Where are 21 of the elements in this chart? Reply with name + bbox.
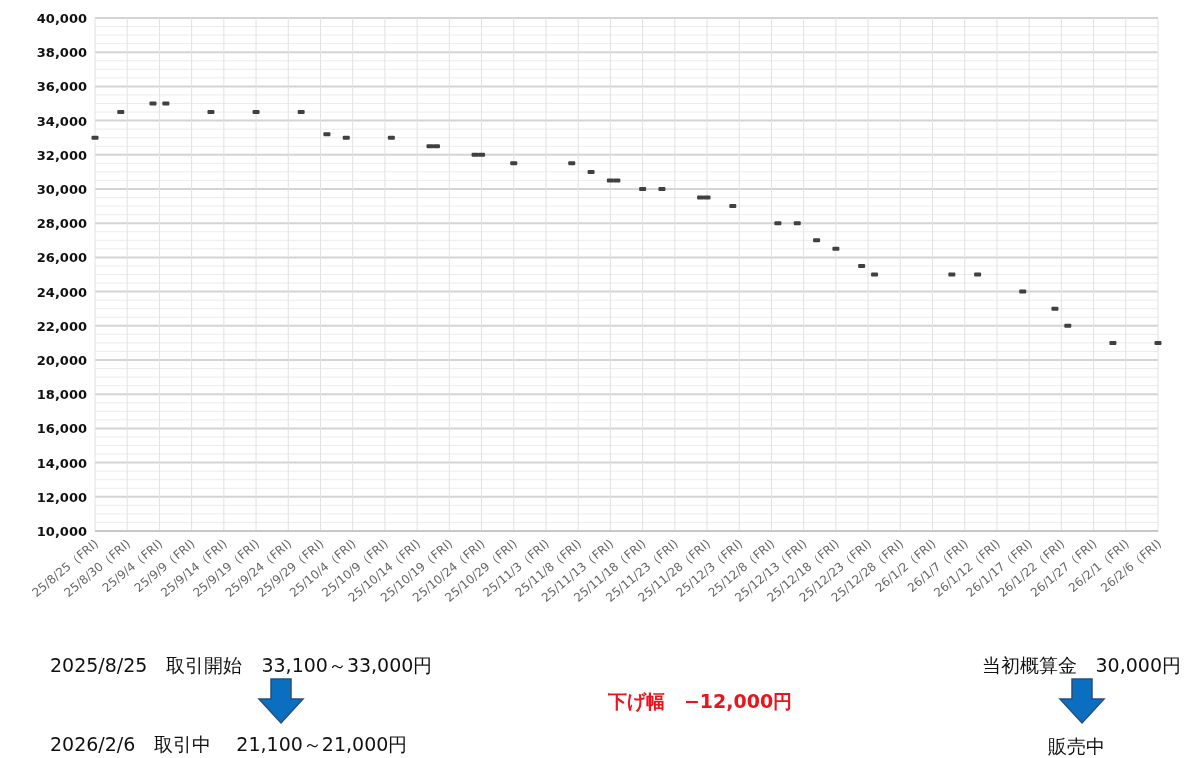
y-tick-label: 24,000 (36, 284, 87, 300)
y-tick-label: 18,000 (36, 387, 87, 403)
y-tick-label: 30,000 (36, 182, 87, 197)
y-tick-label: 26,000 (36, 250, 87, 266)
text: 下げ幅 −12,000円 (606, 690, 793, 712)
y-tick-label: 10,000 (36, 524, 87, 539)
text: 2025/8/25 取引開始 33,100～33,000円 (50, 654, 433, 676)
y-tick-label: 16,000 (36, 421, 87, 437)
y-tick-label: 28,000 (36, 216, 87, 232)
y-tick-label: 12,000 (36, 489, 87, 505)
y-tick-label: 40,000 (36, 11, 87, 26)
text: 販売中 (1047, 735, 1105, 757)
text: 当初概算金 30,000円 (981, 654, 1181, 676)
y-tick-label: 34,000 (36, 113, 87, 129)
y-tick-label: 38,000 (36, 45, 87, 61)
y-tick-label: 14,000 (36, 455, 87, 471)
y-tick-label: 22,000 (36, 318, 87, 334)
y-tick-label: 20,000 (36, 353, 87, 368)
y-tick-label: 32,000 (36, 147, 87, 163)
text: 2026/2/6 取引中 21,100～21,000円 (50, 733, 408, 755)
y-tick-label: 36,000 (36, 79, 87, 95)
